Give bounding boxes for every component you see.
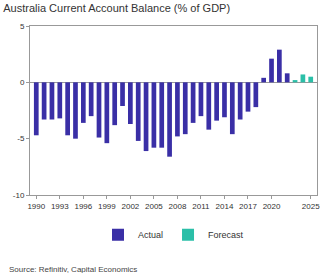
- svg-text:2020: 2020: [263, 202, 281, 211]
- svg-text:Actual: Actual: [138, 230, 163, 240]
- svg-text:-5: -5: [17, 134, 25, 143]
- svg-text:5: 5: [20, 22, 25, 31]
- svg-text:1993: 1993: [51, 202, 69, 211]
- svg-text:2011: 2011: [192, 202, 210, 211]
- svg-text:2017: 2017: [239, 202, 257, 211]
- svg-text:Source: Refinitiv, Capital Eco: Source: Refinitiv, Capital Economics: [9, 265, 137, 273]
- svg-text:1999: 1999: [98, 202, 116, 211]
- svg-text:-10: -10: [13, 191, 25, 200]
- svg-text:2014: 2014: [216, 202, 234, 211]
- svg-text:1990: 1990: [27, 202, 45, 211]
- svg-text:Australia Current Account Bala: Australia Current Account Balance (% of …: [3, 2, 230, 14]
- svg-text:1996: 1996: [74, 202, 92, 211]
- svg-text:0: 0: [20, 78, 25, 87]
- svg-text:2025: 2025: [302, 202, 320, 211]
- svg-text:2002: 2002: [121, 202, 139, 211]
- svg-text:2008: 2008: [169, 202, 187, 211]
- svg-text:2005: 2005: [145, 202, 163, 211]
- svg-text:Forecast: Forecast: [208, 230, 244, 240]
